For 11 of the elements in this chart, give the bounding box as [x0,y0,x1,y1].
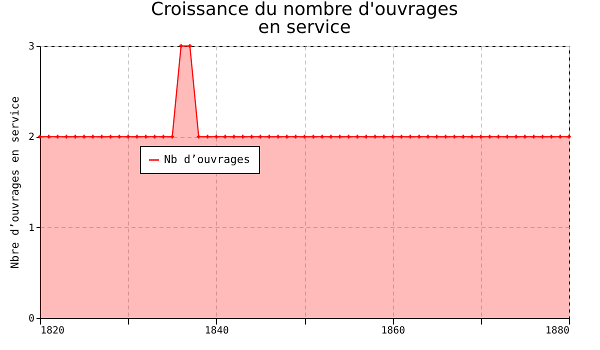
y-tick-label: 2 [28,132,34,144]
x-tick-label: 1840 [204,326,229,336]
y-tick-label: 1 [28,222,34,234]
x-tick-label: 1860 [381,326,406,336]
y-axis-title: Nbre d’ouvrages en service [8,96,22,269]
y-tick-label: 0 [28,314,34,324]
chart-title: Croissance du nombre d'ouvrages en service [151,0,458,38]
x-tick-label: 1880 [545,326,570,336]
y-tick-label: 3 [28,42,34,52]
x-tick-label: 1820 [40,326,65,336]
legend-label: Nb d’ouvrages [164,153,250,166]
